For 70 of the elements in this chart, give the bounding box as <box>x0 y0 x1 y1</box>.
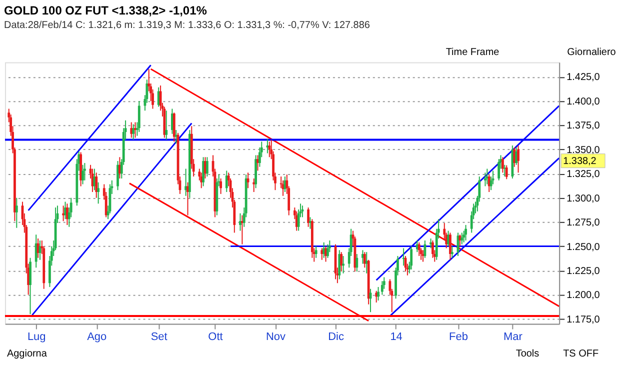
candlestick <box>338 250 341 280</box>
chart-title: GOLD 100 OZ FUT <1.338,2> -1,01% <box>4 3 208 18</box>
candlestick <box>307 207 310 228</box>
x-tick-label: Ago <box>87 331 107 344</box>
x-tick-label: Ott <box>208 331 223 344</box>
x-tick-label: Feb <box>449 331 468 344</box>
text: TS OFF <box>563 348 599 360</box>
candlestick <box>484 172 486 187</box>
y-tick-label: 1.200,0 <box>566 290 600 302</box>
candlestick <box>132 124 135 140</box>
y-tick-label: 1.300,0 <box>566 193 600 204</box>
text: Aggiorna <box>6 348 48 360</box>
y-tick-label: 1.275,0 <box>566 218 600 229</box>
candlestick <box>410 246 413 270</box>
candlestick <box>498 158 500 181</box>
candlestick <box>206 156 208 178</box>
candlestick <box>449 232 452 260</box>
x-tick-label: Set <box>150 331 168 344</box>
candlestick <box>418 242 420 256</box>
x-tick-label: Lug <box>27 331 46 344</box>
candlestick <box>460 232 464 245</box>
y-tick-label: 1.325,0 <box>566 169 600 180</box>
candlestick <box>225 170 228 193</box>
y-tick-label: 1.350,0 <box>566 144 600 156</box>
y-tick-label: 1.175,0 <box>566 314 600 326</box>
candlestick <box>377 286 380 302</box>
candlestick <box>314 246 318 258</box>
chart-subtitle: Data:28/Feb/14 C: 1.321,6 m: 1.319,3 M: 1.333,6 O: 1.331,3 %: -0,77% V: 127.886 <box>4 20 370 32</box>
candlestick <box>340 252 343 272</box>
candlestick <box>202 156 204 187</box>
y-tick-label: 1.250,0 <box>566 242 600 253</box>
candlestick <box>172 112 176 142</box>
text: Tools <box>516 348 540 360</box>
candlestick <box>464 224 467 241</box>
candlestick <box>356 254 358 272</box>
candlestick <box>82 164 84 185</box>
candlestick <box>363 252 366 268</box>
candlestick <box>34 234 38 268</box>
candlestick <box>268 141 271 158</box>
candlestick <box>342 255 344 274</box>
candlestick <box>458 234 462 247</box>
x-tick-label: Mar <box>503 331 523 344</box>
candlestick <box>326 244 329 258</box>
candlestick <box>488 174 490 193</box>
candlestick <box>424 240 426 258</box>
candlestick <box>15 197 18 228</box>
candlestick <box>380 280 384 296</box>
candlestick <box>116 160 119 191</box>
y-tick-label: 1.400,0 <box>566 96 600 108</box>
candlestick <box>138 100 140 132</box>
candlestick <box>450 246 454 258</box>
text: 1.338,2 <box>563 156 597 167</box>
x-tick-label: 14 <box>390 331 402 344</box>
candlestick <box>517 145 520 174</box>
candlestick <box>502 156 504 174</box>
x-tick-label: Nov <box>266 331 286 344</box>
candlestick <box>95 172 98 198</box>
candlestick <box>165 110 168 140</box>
candlestick <box>220 178 222 194</box>
text: Giornaliero <box>567 47 616 58</box>
y-tick-label: 1.425,0 <box>566 72 600 84</box>
candlestick <box>97 182 100 204</box>
candlestick <box>239 212 242 232</box>
candlestick <box>29 257 32 315</box>
y-tick-label: 1.225,0 <box>566 266 600 277</box>
x-tick-label: Dic <box>328 331 344 344</box>
candlestick <box>66 203 68 226</box>
text: Time Frame <box>446 47 500 58</box>
candlestick <box>432 240 434 258</box>
y-tick-label: 1.375,0 <box>566 120 600 132</box>
